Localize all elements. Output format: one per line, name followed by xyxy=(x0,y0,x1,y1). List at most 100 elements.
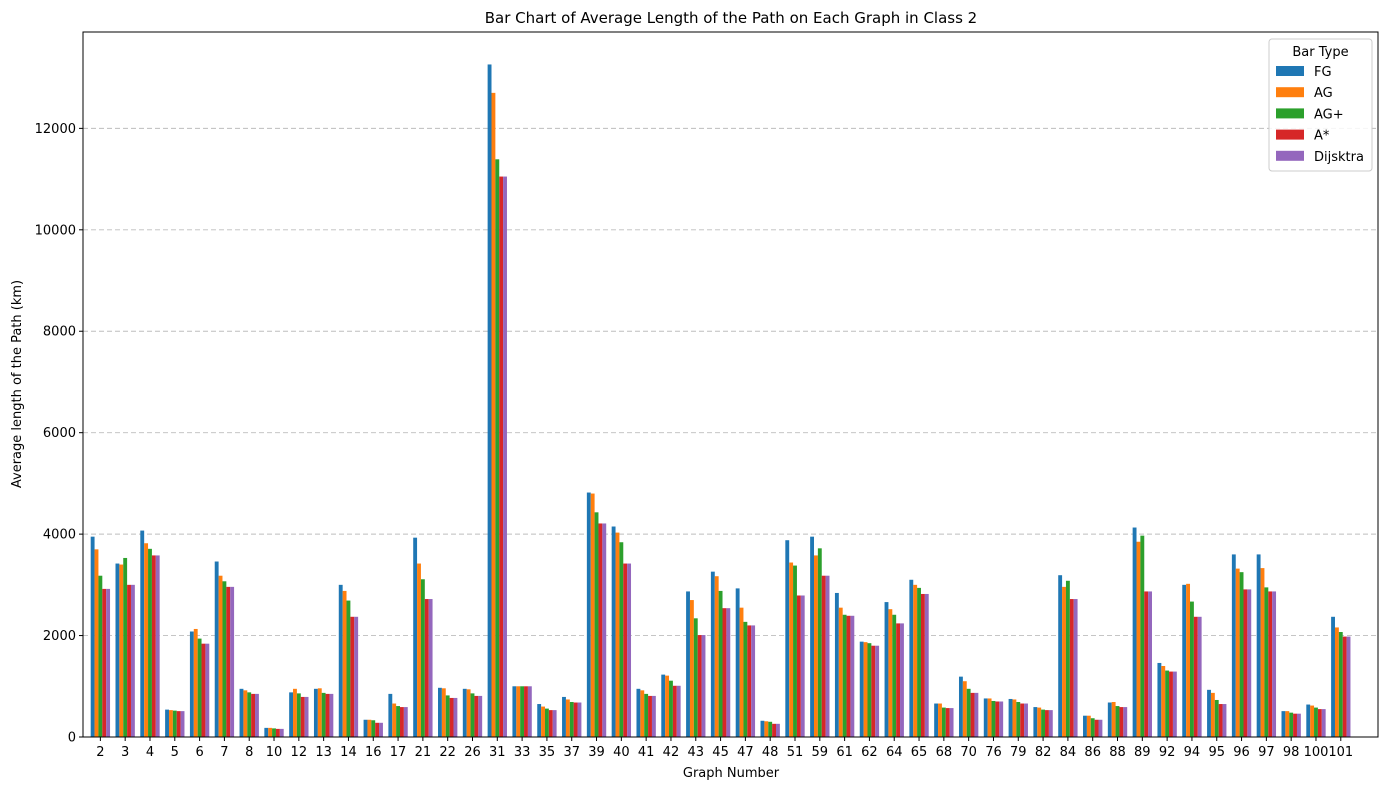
bar-fg-100 xyxy=(1306,704,1311,737)
bar-fg-64 xyxy=(884,602,889,737)
bar-dijsktra-82 xyxy=(1048,710,1053,737)
bar-a-62 xyxy=(871,645,876,737)
x-tick-label: 48 xyxy=(762,745,779,760)
bar-ag-96 xyxy=(1239,572,1244,737)
bar-ag-17 xyxy=(392,703,397,737)
bar-ag-7 xyxy=(222,581,227,737)
bar-ag-21 xyxy=(420,579,425,737)
x-tick-label: 22 xyxy=(439,745,456,760)
x-tick-label: 39 xyxy=(588,745,605,760)
bar-ag-100 xyxy=(1310,705,1315,737)
bar-a-5 xyxy=(176,711,181,737)
bar-fg-62 xyxy=(859,641,864,737)
bar-ag-76 xyxy=(991,700,996,737)
bar-a-84 xyxy=(1069,599,1074,737)
bar-fg-2 xyxy=(90,536,95,737)
bar-dijsktra-76 xyxy=(999,701,1004,737)
bar-ag-48 xyxy=(768,721,773,737)
x-tick-label: 68 xyxy=(936,745,953,760)
bar-a-35 xyxy=(548,710,553,737)
bar-fg-39 xyxy=(586,492,591,737)
bar-a-7 xyxy=(226,586,231,737)
bar-ag-14 xyxy=(342,590,347,737)
bar-ag-16 xyxy=(371,720,376,737)
bar-dijsktra-86 xyxy=(1098,719,1103,737)
legend: Bar Type FG AG AG+ A* Dijsktra xyxy=(1268,38,1373,172)
bar-dijsktra-4 xyxy=(155,555,160,737)
plot-frame xyxy=(82,31,1379,738)
x-tick-label: 65 xyxy=(911,745,928,760)
bar-ag-8 xyxy=(243,690,248,737)
bar-fg-17 xyxy=(388,693,393,737)
bar-ag-89 xyxy=(1136,541,1141,737)
bar-ag-39 xyxy=(594,512,599,737)
bar-ag-21 xyxy=(417,563,421,737)
bar-ag-10 xyxy=(272,728,276,737)
x-tick-label: 100 xyxy=(1304,745,1329,760)
bar-fg-61 xyxy=(834,592,839,737)
bar-a-8 xyxy=(251,693,256,737)
bar-a-61 xyxy=(846,615,851,737)
bar-dijsktra-62 xyxy=(875,645,880,737)
bar-ag-35 xyxy=(541,706,545,737)
bar-dijsktra-70 xyxy=(974,692,979,737)
bar-dijsktra-5 xyxy=(180,711,185,737)
bar-ag-97 xyxy=(1260,568,1265,737)
bar-fg-94 xyxy=(1182,584,1187,737)
y-tick-label: 0 xyxy=(68,731,76,746)
bar-dijsktra-68 xyxy=(949,708,954,737)
bar-dijsktra-64 xyxy=(900,623,904,737)
x-tick-label: 89 xyxy=(1134,745,1151,760)
bar-dijsktra-14 xyxy=(354,616,359,737)
bar-ag-31 xyxy=(491,92,496,738)
bar-ag-101 xyxy=(1334,627,1339,737)
bar-a-39 xyxy=(598,523,603,737)
bar-a-47 xyxy=(747,625,752,737)
bar-a-97 xyxy=(1268,591,1273,737)
bar-a-16 xyxy=(375,722,380,737)
bar-dijsktra-33 xyxy=(527,686,532,737)
x-tick-label: 84 xyxy=(1060,745,1077,760)
bar-dijsktra-8 xyxy=(255,693,259,737)
bar-dijsktra-2 xyxy=(106,588,111,737)
bar-ag-65 xyxy=(913,584,918,737)
bar-dijsktra-17 xyxy=(403,707,408,737)
bar-dijsktra-95 xyxy=(1222,704,1227,737)
bar-ag-70 xyxy=(966,688,971,737)
bar-a-68 xyxy=(945,708,950,737)
bar-fg-37 xyxy=(562,696,566,737)
bar-ag-5 xyxy=(168,710,173,737)
bar-a-37 xyxy=(573,702,578,737)
bar-ag-84 xyxy=(1062,586,1066,737)
bar-dijsktra-6 xyxy=(205,643,210,737)
legend-swatch xyxy=(1276,129,1304,140)
bar-ag-45 xyxy=(718,590,723,737)
bar-ag-43 xyxy=(693,618,698,737)
x-tick-label: 96 xyxy=(1233,745,1250,760)
bar-fg-68 xyxy=(934,703,939,737)
x-tick-label: 62 xyxy=(861,745,878,760)
y-axis-label: Average length of the Path (km) xyxy=(10,280,25,488)
bar-ag-92 xyxy=(1161,665,1166,737)
bar-ag-61 xyxy=(842,614,847,737)
bar-ag-101 xyxy=(1338,632,1343,737)
legend-label: Dijsktra xyxy=(1314,150,1364,165)
bar-fg-4 xyxy=(140,530,145,737)
bar-fg-89 xyxy=(1132,527,1137,737)
bar-ag-42 xyxy=(665,675,670,737)
bar-ag-5 xyxy=(172,710,177,737)
bar-a-64 xyxy=(896,623,901,737)
bar-ag-41 xyxy=(640,690,645,737)
bar-fg-59 xyxy=(810,536,815,737)
bar-dijsktra-59 xyxy=(825,575,830,737)
bar-ag-33 xyxy=(516,686,521,737)
bar-fg-101 xyxy=(1331,616,1335,737)
bar-a-48 xyxy=(772,723,776,737)
bar-a-59 xyxy=(821,575,826,737)
bar-dijsktra-22 xyxy=(453,697,458,737)
x-tick-label: 10 xyxy=(266,745,283,760)
bar-dijsktra-16 xyxy=(379,722,383,737)
bar-a-13 xyxy=(325,693,330,737)
x-tick-label: 37 xyxy=(563,745,580,760)
